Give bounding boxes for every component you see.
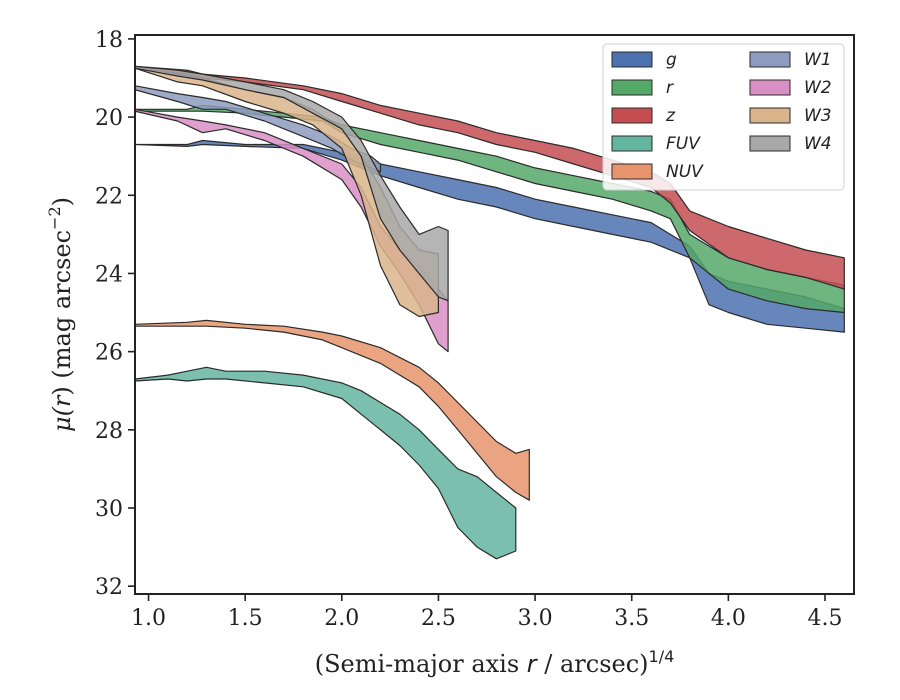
x-tick-label: 4.5 [808,606,843,631]
legend-label-z: z [665,106,676,126]
plot-frame [134,34,855,595]
x-tick-label: 3.0 [518,606,553,631]
y-tick-label: 22 [95,184,123,209]
band-w2 [135,108,449,353]
y-tick-label: 28 [95,419,123,444]
x-axis-label: (Semi-major axis r / arcsec)1/4 [315,647,675,678]
legend-label-r: r [666,78,674,98]
x-tick-label: 2.0 [324,606,359,631]
legend-swatch-nuv [611,163,653,180]
x-tick-label: 2.5 [421,606,456,631]
legend-label-w2: W2 [804,78,832,98]
x-tick-label: 3.5 [614,606,649,631]
legend-swatch-z [611,107,653,124]
legend-swatch-w4 [749,135,791,152]
legend-label-g: g [666,50,677,70]
band-w1 [135,85,382,173]
legend-label-fuv: FUV [666,134,701,154]
legend-swatch-r [611,79,653,96]
legend-label-w1: W1 [804,50,832,70]
legend-swatch-g [611,51,653,68]
legend-swatch-w1 [749,51,791,68]
y-tick-label: 26 [95,341,123,366]
y-axis-label: μ(r) (mag arcsec−2) [45,197,76,432]
profile-bands [135,65,845,560]
legend-swatch-w3 [749,107,791,124]
legend: grz FUV NUV W1 W2 W3 W4 [602,43,845,191]
legend-swatch-w2 [749,79,791,96]
axes: 1.0 1.5 2.0 2.5 3.0 3.5 4.0 4.5 18 20 22 24 26 28 30 32… [45,28,855,678]
y-tick-label: 20 [95,106,123,131]
x-tick-label: 1.5 [228,606,263,631]
y-tick-label: 30 [95,497,123,522]
y-tick-label: 24 [95,262,123,287]
band-g [135,139,845,333]
legend-label-w4: W4 [804,134,832,154]
x-tick-label: 4.0 [711,606,746,631]
band-z [135,65,845,290]
band-w4 [135,65,449,302]
legend-label-w3: W3 [804,106,832,126]
legend-label-nuv: NUV [666,162,704,182]
legend-swatch-fuv [611,135,653,152]
band-nuv [135,319,530,501]
y-tick-label: 32 [95,575,123,600]
x-tick-label: 1.0 [131,606,166,631]
y-tick-label: 18 [95,28,123,53]
band-fuv [135,366,517,560]
